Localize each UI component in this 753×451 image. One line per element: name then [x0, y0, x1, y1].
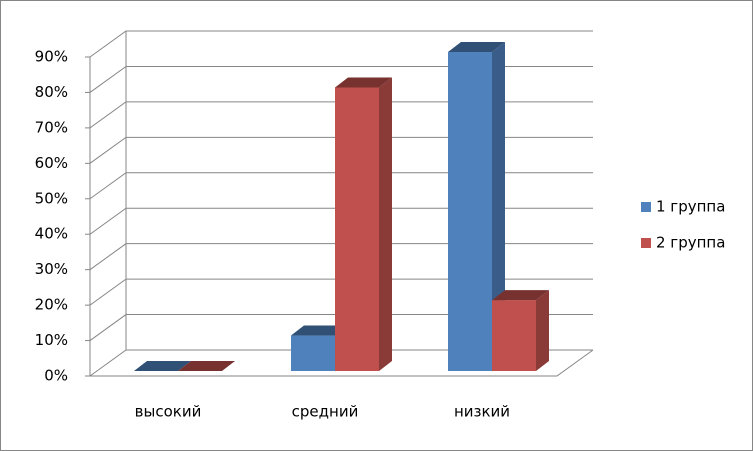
- y-tick-label: 60%: [35, 154, 68, 172]
- x-tick-label: низкий: [454, 403, 510, 421]
- grid-line: [89, 65, 593, 93]
- y-tick-label: 30%: [35, 260, 68, 278]
- grid-line: [89, 101, 593, 129]
- y-tick-label: 90%: [35, 48, 68, 66]
- bar: [335, 87, 379, 371]
- grid-line: [89, 243, 593, 271]
- legend-label: 2 группа: [656, 234, 725, 252]
- grid-line: [89, 172, 593, 200]
- y-tick-label: 10%: [35, 331, 68, 349]
- y-tick-label: 20%: [35, 296, 68, 314]
- legend-swatch: [641, 238, 651, 248]
- floor: [90, 349, 594, 377]
- bar: [492, 300, 536, 371]
- bar-top: [178, 361, 235, 371]
- bar-top: [448, 42, 505, 52]
- bar-side: [379, 77, 392, 371]
- bar-side: [492, 42, 505, 371]
- grid-line: [89, 314, 593, 341]
- legend-label: 1 группа: [656, 198, 725, 216]
- x-tick-label: высокий: [135, 403, 202, 421]
- grid-line: [89, 30, 593, 58]
- y-tick-label: 50%: [35, 189, 68, 207]
- grid-line: [89, 278, 593, 306]
- bar-top: [291, 325, 348, 336]
- y-tick-label: 80%: [35, 83, 68, 101]
- x-tick-label: средний: [292, 403, 359, 421]
- legend-swatch: [641, 202, 651, 212]
- grid-line: [89, 207, 593, 235]
- y-tick-label: 70%: [35, 118, 68, 136]
- y-tick-label: 0%: [44, 367, 68, 385]
- bar-top: [335, 77, 392, 88]
- grid-line: [89, 349, 593, 377]
- bar-top: [492, 290, 549, 301]
- y-tick-label: 40%: [35, 225, 68, 243]
- grid-line: [89, 136, 593, 164]
- bar: [291, 335, 335, 371]
- bar-side: [536, 290, 549, 371]
- bar: [448, 52, 492, 371]
- bar-top: [134, 361, 191, 371]
